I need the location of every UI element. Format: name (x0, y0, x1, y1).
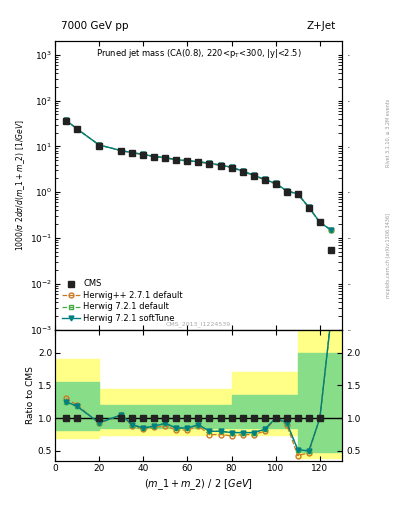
X-axis label: $(m\_1 + m\_2)\ /\ 2\ [GeV]$: $(m\_1 + m\_2)\ /\ 2\ [GeV]$ (144, 477, 253, 492)
Text: Rivet 3.1.10, ≥ 3.2M events: Rivet 3.1.10, ≥ 3.2M events (386, 99, 391, 167)
Legend: CMS, Herwig++ 2.7.1 default, Herwig 7.2.1 default, Herwig 7.2.1 softTune: CMS, Herwig++ 2.7.1 default, Herwig 7.2.… (59, 277, 185, 326)
Text: 7000 GeV pp: 7000 GeV pp (61, 21, 128, 31)
Text: Pruned jet mass (CA(0.8), 220<p$_\mathrm{T}$<300, |y|<2.5): Pruned jet mass (CA(0.8), 220<p$_\mathrm… (95, 47, 301, 60)
Text: mcplots.cern.ch [arXiv:1306.3436]: mcplots.cern.ch [arXiv:1306.3436] (386, 214, 391, 298)
Text: CMS_2013_I1224539: CMS_2013_I1224539 (166, 321, 231, 327)
Y-axis label: Ratio to CMS: Ratio to CMS (26, 366, 35, 424)
Y-axis label: $1000/\sigma\ 2d\sigma/d(m\_1+m\_2)\ [1/GeV]$: $1000/\sigma\ 2d\sigma/d(m\_1+m\_2)\ [1/… (15, 119, 27, 251)
Text: Z+Jet: Z+Jet (307, 21, 336, 31)
